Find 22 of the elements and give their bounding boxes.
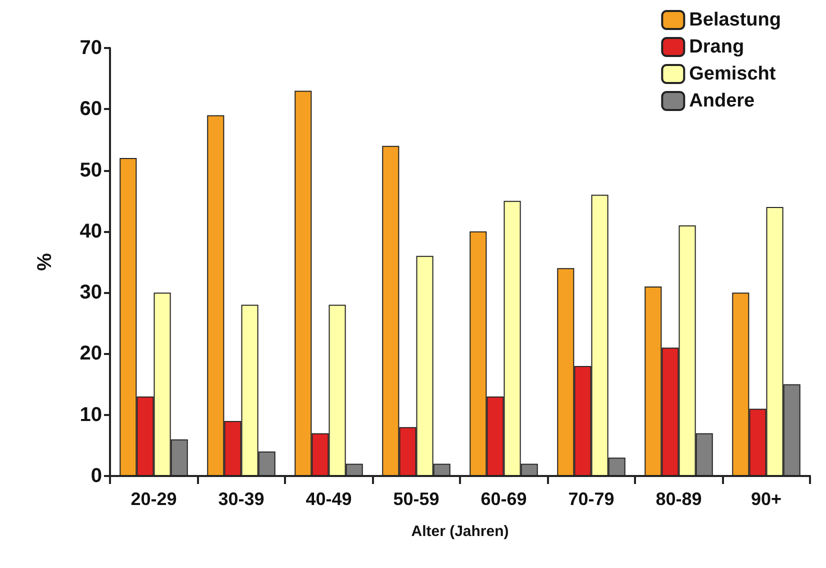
x-tick-label: 90+ (750, 489, 782, 509)
y-tick-label: 30 (80, 282, 102, 304)
x-tick-label: 40-49 (306, 489, 352, 509)
legend-label: Drang (689, 36, 744, 58)
x-tick-label: 80-89 (656, 489, 702, 509)
legend-label: Andere (689, 90, 755, 112)
x-tick-label: 30-39 (218, 489, 264, 509)
x-tick-label: 70-79 (568, 489, 614, 509)
y-tick-label: 70 (80, 37, 102, 59)
y-tick-label: 10 (80, 404, 102, 426)
x-tick-label: 60-69 (480, 489, 527, 509)
y-tick-label: 20 (80, 342, 102, 365)
legend-label: Gemischt (689, 64, 776, 84)
y-axis-title: % (34, 252, 56, 271)
x-tick-label: 50-59 (393, 489, 440, 509)
x-axis-title: Alter (Jahren) (411, 523, 509, 540)
y-tick-label: 60 (80, 98, 102, 120)
y-tick-label: 0 (90, 465, 102, 487)
y-tick-label: 40 (80, 220, 102, 242)
legend-label: Belastung (689, 10, 782, 30)
y-tick-label: 50 (80, 159, 102, 182)
x-tick-label: 20-29 (130, 489, 177, 509)
